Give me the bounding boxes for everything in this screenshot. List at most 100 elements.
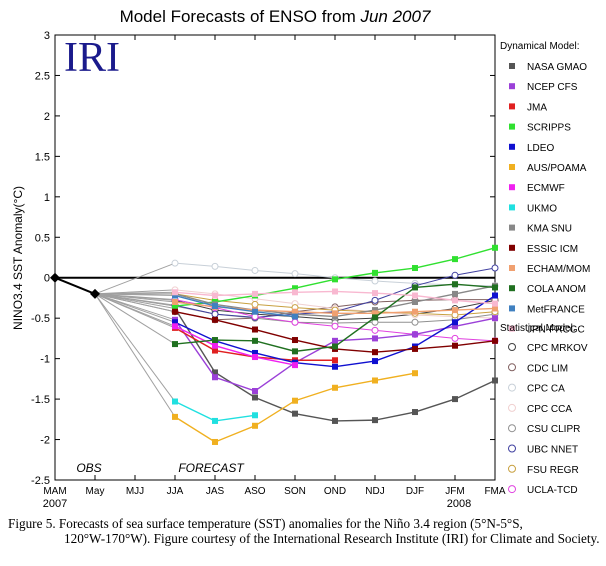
data-point	[252, 326, 258, 333]
data-point	[491, 264, 499, 272]
legend-marker	[509, 265, 515, 271]
legend-label: ESSIC ICM	[527, 244, 578, 255]
data-point	[252, 337, 258, 344]
y-tick-label: 0.5	[35, 232, 50, 244]
connector-line	[94, 293, 176, 402]
data-point	[212, 292, 218, 299]
legend-label: NCEP CFS	[527, 82, 578, 93]
data-point	[492, 284, 498, 291]
data-point	[332, 337, 338, 344]
data-point	[172, 308, 178, 315]
x-tick-label: MJJ	[126, 486, 144, 497]
data-point	[492, 244, 498, 251]
data-point	[172, 319, 178, 326]
x-tick-label: ASO	[244, 486, 265, 497]
legend-label: UCLA-TCD	[527, 485, 578, 496]
data-point	[212, 337, 218, 344]
data-point	[212, 438, 218, 445]
legend-marker	[508, 383, 516, 392]
legend-label: NASA GMAO	[527, 62, 587, 73]
data-point	[172, 292, 178, 299]
data-point	[172, 303, 178, 310]
observed-point	[90, 288, 100, 299]
data-point	[372, 417, 378, 424]
legend-marker	[508, 343, 516, 351]
year-label: 2007	[43, 498, 67, 510]
legend-label: JMA	[527, 102, 547, 113]
data-point	[212, 316, 218, 323]
forecast-annotation: FORECAST	[178, 461, 245, 475]
series-line	[174, 372, 416, 443]
data-point	[292, 397, 298, 404]
legend-label: UBC NNET	[527, 445, 578, 456]
x-tick-label: JFM	[445, 486, 464, 497]
x-tick-label: FMA	[484, 486, 505, 497]
data-point	[172, 289, 178, 296]
data-point	[371, 277, 379, 285]
enso-forecast-chart: Model Forecasts of ENSO from Jun 2007 3 2…	[11, 7, 590, 510]
connector-line	[94, 293, 176, 306]
x-tick-label: NDJ	[365, 486, 384, 497]
legend-marker	[508, 444, 516, 453]
data-point	[492, 315, 498, 322]
legend-marker	[509, 204, 515, 211]
y-tick-label: 0	[44, 273, 50, 285]
legend-marker	[509, 305, 515, 312]
obs-annotation: OBS	[76, 461, 101, 475]
legend-header-dynamical: Dynamical Model:	[500, 41, 579, 52]
data-point	[292, 289, 298, 296]
data-point	[172, 323, 178, 330]
data-point	[412, 265, 418, 272]
data-point	[172, 299, 178, 305]
data-point	[252, 349, 258, 356]
legend-label: ECMWF	[527, 183, 565, 194]
chart-title: Model Forecasts of ENSO from Jun 2007	[120, 7, 431, 26]
legend-label: CPC CCA	[527, 404, 572, 415]
data-point	[412, 331, 418, 338]
observed-line	[54, 276, 96, 295]
chart-title-date: Jun 2007	[359, 7, 430, 26]
caption-line-2: 120°W-170°W). Figure courtesy of the Int…	[64, 531, 600, 546]
legend-marker	[508, 485, 516, 494]
data-point	[412, 299, 418, 305]
data-point	[452, 256, 458, 263]
data-point	[372, 377, 378, 384]
x-tick-label: OND	[324, 486, 346, 497]
legend-label: AUS/POAMA	[527, 163, 587, 174]
year-label: 2008	[447, 498, 471, 510]
data-point	[372, 358, 378, 365]
connector-line	[94, 293, 176, 418]
data-point	[212, 369, 218, 376]
data-point	[292, 285, 298, 292]
legend-label: SCRIPPS	[527, 123, 571, 134]
data-point	[251, 266, 259, 274]
legend-marker	[508, 464, 516, 473]
legend-marker	[509, 325, 515, 332]
data-point	[492, 377, 498, 384]
chart-title-main: Model Forecasts of ENSO from	[120, 7, 361, 26]
data-point	[292, 308, 298, 315]
data-point	[452, 396, 458, 403]
data-point	[212, 417, 218, 424]
y-tick-label: 3	[44, 30, 50, 42]
y-tick-label: -2	[40, 435, 50, 447]
x-tick-label: SON	[284, 486, 306, 497]
connector-line	[94, 262, 176, 295]
y-tick-label: 2.5	[35, 70, 50, 82]
legend-label: ECHAM/MOM	[527, 264, 590, 275]
legend-marker	[509, 143, 515, 150]
connector-line	[94, 289, 176, 295]
legend-marker	[509, 184, 515, 191]
data-point	[492, 337, 498, 344]
data-point	[212, 342, 218, 349]
data-point	[411, 318, 419, 326]
caption-line-1: Figure 5. Forecasts of sea surface tempe…	[8, 516, 523, 531]
y-tick-label: -2.5	[31, 475, 50, 487]
plot-frame	[54, 34, 496, 481]
y-tick-label: -1.5	[31, 394, 50, 406]
data-point	[171, 259, 179, 267]
legend: Dynamical Model: NASA GMAO NCEP CFS JMA SCRI…	[500, 41, 590, 496]
data-point	[252, 394, 258, 401]
data-point	[332, 313, 338, 320]
